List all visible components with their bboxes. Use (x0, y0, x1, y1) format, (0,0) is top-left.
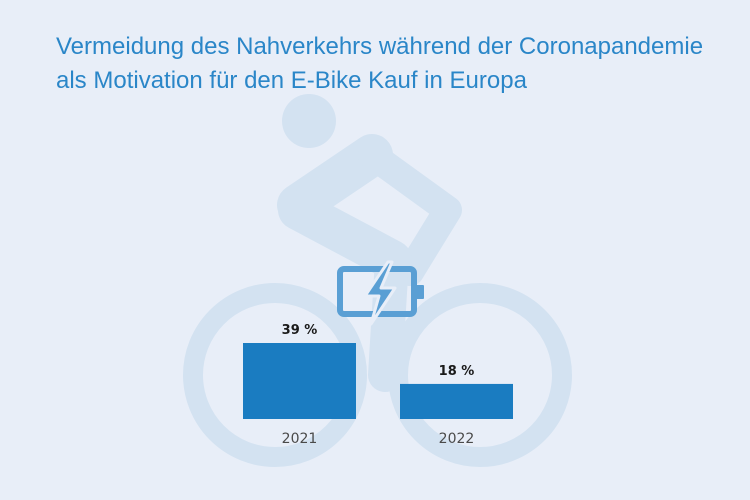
bar-2021 (243, 343, 356, 419)
battery-terminal (416, 285, 424, 299)
bar-2022 (400, 383, 513, 419)
rider-thigh (278, 190, 412, 280)
rider-leg (368, 243, 409, 392)
value-label-2021: 39 % (282, 323, 318, 338)
rider-head (282, 94, 336, 148)
cyclist-figure (183, 94, 572, 467)
rear-wheel (183, 283, 367, 467)
value-label-2022: 18 % (439, 364, 475, 379)
rider-arm (358, 141, 462, 286)
chart-title: Vermeidung des Nahverkehrs während der C… (56, 30, 726, 98)
chart-title-line-2: als Motivation für den E-Bike Kauf in Eu… (56, 67, 527, 94)
tick-label-2021: 2021 (282, 431, 318, 447)
tick-label-2022: 2022 (439, 431, 475, 447)
chart-title-line-1: Vermeidung des Nahverkehrs während der C… (56, 33, 704, 60)
lightning-bolt (363, 260, 397, 326)
